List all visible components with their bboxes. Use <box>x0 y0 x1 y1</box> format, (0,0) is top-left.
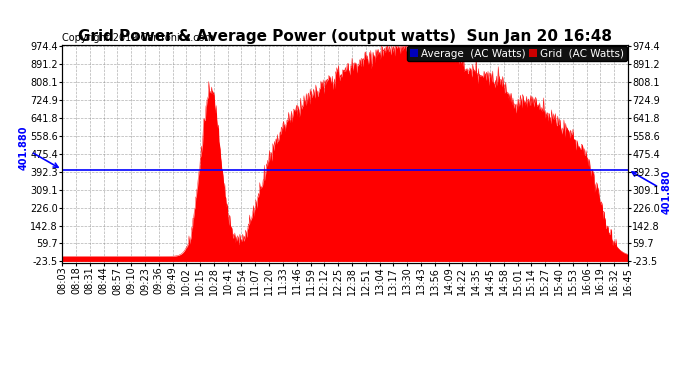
Text: 401.880: 401.880 <box>632 170 672 214</box>
Text: 401.880: 401.880 <box>18 125 58 170</box>
Legend: Average  (AC Watts), Grid  (AC Watts): Average (AC Watts), Grid (AC Watts) <box>407 46 627 61</box>
Title: Grid Power & Average Power (output watts)  Sun Jan 20 16:48: Grid Power & Average Power (output watts… <box>78 29 612 44</box>
Text: Copyright 2019 Cartronics.com: Copyright 2019 Cartronics.com <box>62 33 214 43</box>
